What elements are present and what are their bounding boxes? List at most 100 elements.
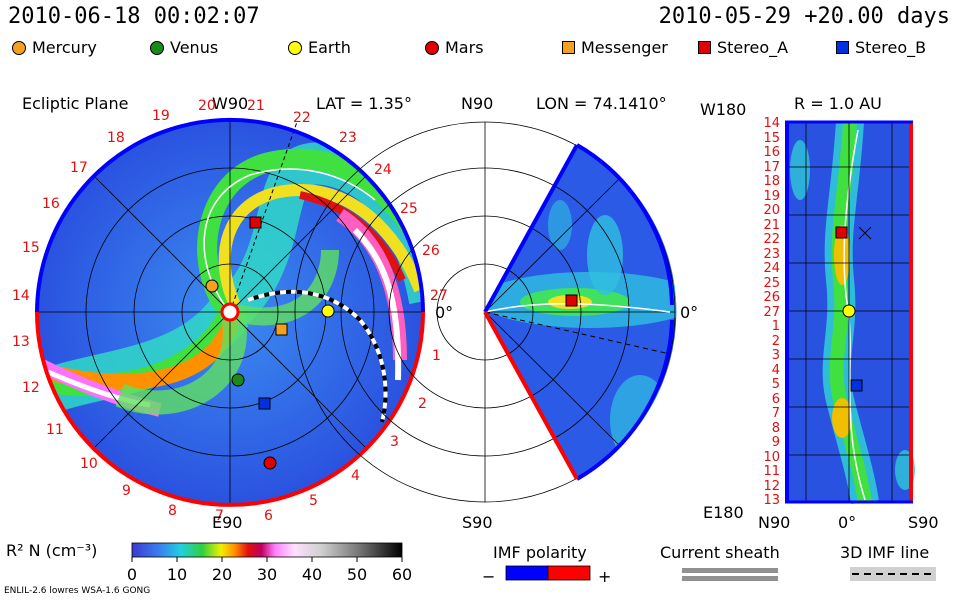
radial-xaxis-right: S90 xyxy=(908,513,939,532)
svg-text:10: 10 xyxy=(80,456,98,472)
radial-top-label: W180 xyxy=(700,100,747,119)
earth-marker-icon xyxy=(288,40,302,55)
stereo-b-marker xyxy=(850,379,863,392)
stereo-a-marker xyxy=(565,294,578,307)
radial-r-label: R = 1.0 AU xyxy=(794,94,882,113)
colorbar-gradient xyxy=(131,542,403,558)
svg-text:20: 20 xyxy=(763,203,780,218)
ecliptic-top-label: W90 xyxy=(212,94,249,113)
ecliptic-negative-sector xyxy=(35,118,370,313)
svg-text:17: 17 xyxy=(763,160,780,175)
svg-text:11: 11 xyxy=(763,464,780,479)
meridional-panel: 0° S90 xyxy=(294,121,698,532)
model-footer: ENLIL-2.6 lowres WSA-1.6 GONG xyxy=(4,586,151,596)
svg-text:24: 24 xyxy=(374,162,392,178)
radial-bottom-label: E180 xyxy=(703,503,744,522)
colorbar-tick: 0 xyxy=(127,565,137,584)
ecliptic-title: Ecliptic Plane xyxy=(22,94,129,113)
svg-text:1: 1 xyxy=(772,319,780,334)
legend-messenger: Messenger xyxy=(562,38,668,57)
legend-venus: Venus xyxy=(150,38,218,57)
svg-text:22: 22 xyxy=(293,110,311,126)
ecliptic-positive-sector xyxy=(35,311,425,507)
imf-negative-swatch xyxy=(505,565,549,581)
imf-plus-label: + xyxy=(598,567,611,586)
svg-text:18: 18 xyxy=(107,130,125,146)
svg-text:23: 23 xyxy=(763,247,780,262)
meridional-top-label: N90 xyxy=(461,94,494,113)
current-sheath-legend: Current sheath xyxy=(660,543,780,581)
messenger-marker-icon xyxy=(562,41,575,54)
svg-text:11: 11 xyxy=(46,422,64,438)
colorbar-tick: 20 xyxy=(212,565,232,584)
mercury-marker-icon xyxy=(12,40,26,55)
svg-text:6: 6 xyxy=(772,392,780,407)
svg-text:17: 17 xyxy=(70,160,88,176)
imf-polarity-title: IMF polarity xyxy=(493,543,587,562)
earth-marker xyxy=(321,304,335,318)
svg-text:5: 5 xyxy=(772,377,780,392)
legend-mercury: Mercury xyxy=(12,38,97,57)
stereo-b-marker xyxy=(258,397,271,410)
legend-label: Stereo_B xyxy=(855,38,927,57)
svg-text:1: 1 xyxy=(432,348,441,364)
svg-text:5: 5 xyxy=(309,493,318,509)
svg-text:9: 9 xyxy=(772,435,780,450)
svg-text:25: 25 xyxy=(400,201,418,217)
colorbar-title: R² N (cm⁻³) xyxy=(6,541,97,560)
svg-text:19: 19 xyxy=(152,108,170,124)
ecliptic-zero-label: 0° xyxy=(435,303,453,322)
colorbar-tick: 40 xyxy=(302,565,322,584)
radial-xaxis-left: N90 xyxy=(758,513,790,532)
svg-text:15: 15 xyxy=(763,131,780,146)
svg-text:2: 2 xyxy=(418,396,427,412)
svg-text:20: 20 xyxy=(198,98,216,114)
ecliptic-bottom-label: E90 xyxy=(212,513,242,532)
imf-minus-label: − xyxy=(482,567,495,586)
svg-text:24: 24 xyxy=(763,261,780,276)
date-time-label: 2010-06-18 00:02:07 xyxy=(8,4,260,29)
svg-text:27: 27 xyxy=(430,288,448,304)
imf-line-title: 3D IMF line xyxy=(840,543,929,562)
colorbar-tick: 10 xyxy=(167,565,187,584)
legend-mars: Mars xyxy=(425,38,484,57)
legend-earth: Earth xyxy=(288,38,351,57)
legend-label: Mars xyxy=(445,38,484,57)
svg-text:13: 13 xyxy=(12,334,30,350)
svg-text:14: 14 xyxy=(763,116,780,131)
legend-label: Venus xyxy=(170,38,219,57)
svg-text:3: 3 xyxy=(772,348,780,363)
svg-text:22: 22 xyxy=(763,232,780,247)
forecast-label: 2010-05-29 +20.00 days xyxy=(658,4,950,29)
current-sheath-line xyxy=(203,168,376,313)
mercury-marker xyxy=(205,279,219,293)
venus-marker xyxy=(231,373,245,387)
legend-label: Messenger xyxy=(581,38,668,57)
svg-text:26: 26 xyxy=(763,290,780,305)
svg-text:18: 18 xyxy=(763,174,780,189)
radial-xaxis-mid: 0° xyxy=(838,513,856,532)
svg-text:25: 25 xyxy=(763,276,780,291)
stereo-b-marker-icon xyxy=(836,41,849,54)
current-sheath-title: Current sheath xyxy=(660,543,780,562)
meridional-lon-label: LON = 74.1410° xyxy=(536,94,667,113)
colorbar-tick: 50 xyxy=(347,565,367,584)
legend-stereo-a: Stereo_A xyxy=(698,38,788,57)
svg-text:2: 2 xyxy=(772,334,780,349)
svg-text:7: 7 xyxy=(215,508,224,524)
svg-text:4: 4 xyxy=(351,468,360,484)
svg-text:16: 16 xyxy=(42,196,60,212)
stereo-a-marker-icon xyxy=(698,41,711,54)
svg-text:21: 21 xyxy=(763,218,780,233)
svg-text:13: 13 xyxy=(763,493,780,508)
colorbar-tick: 60 xyxy=(392,565,412,584)
colorbar-tick: 30 xyxy=(257,565,277,584)
mars-marker-icon xyxy=(425,40,439,55)
meridional-bottom-label: S90 xyxy=(462,513,493,532)
legend-label: Mercury xyxy=(32,38,97,57)
imf-positive-swatch xyxy=(547,565,591,581)
